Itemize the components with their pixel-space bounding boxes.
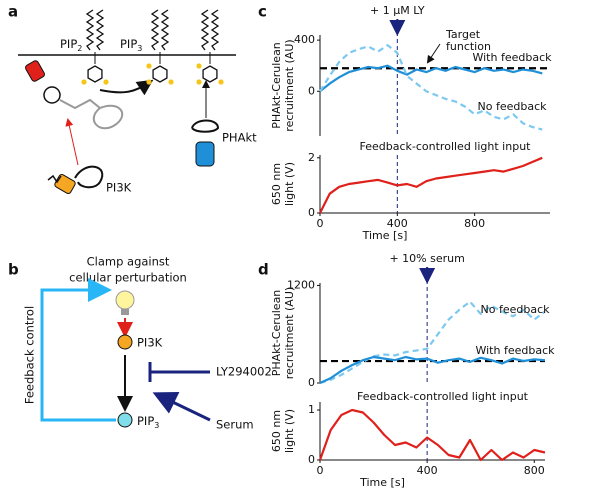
pip3-text: PIP [137, 414, 154, 428]
y-tick-label: 1200 [287, 278, 315, 291]
panel-label: c [258, 3, 267, 21]
x-axis-label: Time [s] [359, 476, 405, 489]
series-line [319, 355, 546, 385]
lipid-tail [210, 9, 220, 51]
feedback-label: Feedback control [23, 306, 37, 404]
pip3-sub: 3 [154, 421, 159, 430]
event-label: + 10% serum [389, 252, 464, 265]
series-label: No feedback [478, 100, 548, 113]
chart-title: Feedback-controlled light input [357, 390, 529, 403]
target-arrow [426, 43, 441, 64]
phosphate [81, 79, 87, 85]
serum-arrow [152, 391, 211, 422]
event-label: + 1 µM LY [370, 4, 425, 17]
x-tick-label: 0 [317, 464, 324, 477]
x-axis-label: Time [s] [362, 229, 408, 242]
pip3-label: PIP3 [120, 37, 142, 53]
bulb-base [121, 309, 129, 315]
pi3k-loop [74, 165, 104, 189]
y-axis-label: recruitment (AU) [283, 287, 296, 379]
pi3k-linker [59, 98, 124, 130]
series-line [319, 156, 543, 214]
lipid-tail [95, 9, 105, 51]
target-label: Target [445, 28, 481, 41]
feedback-path [40, 278, 116, 422]
series-line [318, 408, 546, 462]
pip2-label: PIP2 [60, 37, 82, 53]
phosphate [103, 79, 109, 85]
recruit-arrow [65, 118, 79, 166]
inositol [202, 65, 218, 83]
series-label: With feedback [472, 51, 552, 64]
series-label: With feedback [475, 344, 555, 357]
pi3k-domain [25, 60, 45, 82]
y-tick-label: 400 [294, 33, 315, 46]
lipid-tail [160, 9, 170, 51]
y-axis-label: light (V) [283, 409, 296, 453]
lipid-tail [85, 9, 95, 51]
pip3-node-label: PIP3 [137, 414, 159, 430]
b-title: cellular perturbation [69, 271, 187, 285]
panel-label: d [258, 261, 269, 279]
pip3-node [117, 412, 133, 428]
y-axis-label: recruitment (AU) [283, 39, 296, 131]
pi3k-label: PI3K [106, 181, 132, 195]
phosphate [168, 79, 174, 85]
y-axis-label: 650 nm [270, 163, 283, 205]
pi3k-domain [47, 174, 62, 184]
phosphate [146, 79, 152, 85]
y-axis-label: 650 nm [270, 410, 283, 452]
y-tick-label: 0 [308, 206, 315, 219]
y-axis-label: light (V) [283, 162, 296, 206]
series-label: No feedback [481, 303, 551, 316]
b-title: Clamp against [87, 255, 170, 269]
y-tick-label: 0 [308, 84, 315, 97]
series-line [319, 300, 546, 385]
lipid-tail [150, 9, 160, 51]
phosphate [196, 79, 202, 85]
y-tick-label: 1 [308, 403, 315, 416]
series-line [319, 44, 543, 131]
x-tick-label: 400 [417, 464, 438, 477]
x-tick-label: 0 [317, 217, 324, 230]
series-line [319, 64, 543, 93]
y-axis-label: PHAkt-Cerulean [270, 42, 283, 129]
ly-label: LY294002 [216, 365, 272, 379]
bulb [115, 290, 135, 310]
diagram-a: PIP2 PIP3 PI3K PHAkt [18, 9, 257, 195]
pi3k-node-label: PI3K [137, 336, 163, 350]
chart-title: Feedback-controlled light input [360, 140, 532, 153]
pip2-text: PIP [60, 37, 77, 51]
inositol [152, 65, 168, 83]
x-tick-label: 800 [464, 217, 485, 230]
cerulean [195, 141, 215, 167]
panel-label: a [8, 3, 18, 21]
phakt-label: PHAkt [222, 131, 257, 145]
y-tick-label: 2 [308, 151, 315, 164]
y-tick-label: 0 [308, 453, 315, 466]
pi3k-node [117, 334, 133, 350]
phosphate [196, 63, 202, 69]
diagram-b: Clamp against cellular perturbation PI3K… [23, 255, 272, 432]
pip3-text: PIP [120, 37, 137, 51]
pi3k-domain [43, 86, 61, 104]
y-axis-label: PHAkt-Cerulean [270, 290, 283, 377]
lipid-tail [200, 9, 210, 51]
target-label: function [446, 40, 491, 53]
ph-domain [191, 119, 220, 133]
phosphate [146, 63, 152, 69]
conversion-arrow [99, 79, 154, 96]
phosphate [218, 79, 224, 85]
pip3-sub: 3 [137, 44, 142, 53]
pip2-sub: 2 [77, 44, 82, 53]
serum-label: Serum [216, 418, 254, 432]
x-tick-label: 800 [524, 464, 545, 477]
x-tick-label: 400 [387, 217, 408, 230]
pi3k-domain [54, 174, 76, 194]
y-tick-label: 0 [308, 376, 315, 389]
inositol [87, 65, 103, 83]
panel-label: b [8, 261, 19, 279]
